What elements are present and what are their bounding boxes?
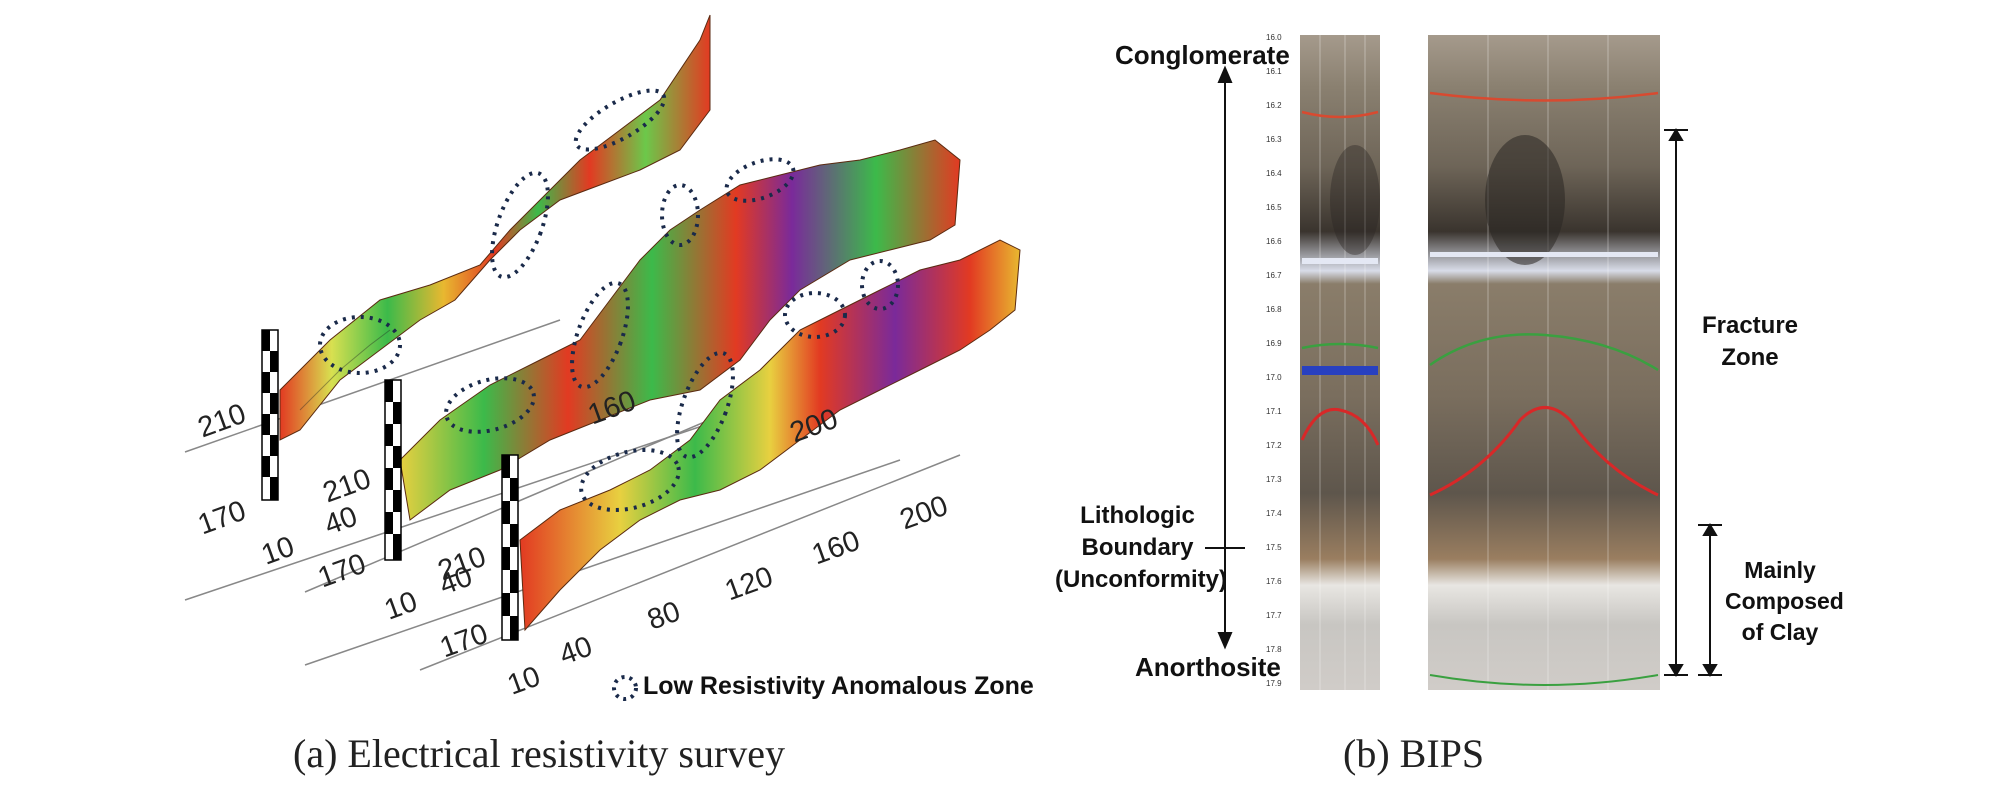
depth-scale: 16.0 16.1 16.2 16.3 16.4 16.5 16.6 16.7 … <box>1266 33 1282 688</box>
core-image-unwrapped <box>1428 35 1660 690</box>
conglomerate-label: Conglomerate <box>1115 40 1290 70</box>
fracture-zone-label: Fracture Zone <box>1701 312 1799 371</box>
core-strip-narrow <box>1300 35 1380 690</box>
elevation-scale-bar-2 <box>384 379 402 561</box>
elevation-scale-bar-3 <box>501 454 519 641</box>
panel-b-caption: (b) BIPS <box>1343 731 1485 776</box>
lithologic-boundary-label: Lithologic Boundary (Unconformity) <box>1055 502 1227 593</box>
legend-label: Low Resistivity Anomalous Zone <box>643 672 1034 700</box>
elevation-scale-bar-1 <box>261 329 279 501</box>
clay-label: Mainly Composed of Clay <box>1725 557 1844 645</box>
panel-a-caption: (a) Electrical resistivity survey <box>293 731 786 776</box>
water-level-marker <box>1302 366 1378 375</box>
anomaly-zone-marker <box>318 315 402 375</box>
legend-symbol-icon <box>612 675 638 701</box>
anorthosite-label: Anorthosite <box>1135 652 1281 682</box>
